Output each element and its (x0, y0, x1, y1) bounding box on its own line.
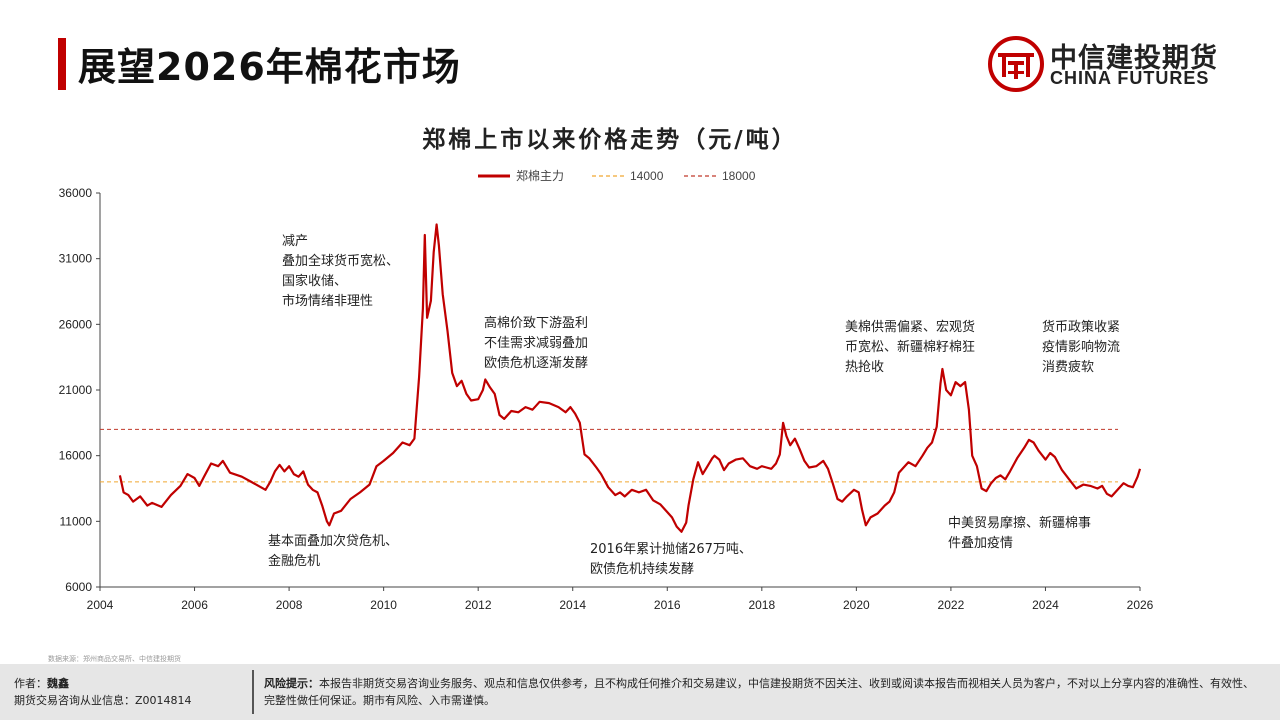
x-tick-label: 2010 (370, 598, 397, 612)
y-tick-label: 6000 (65, 580, 92, 594)
annotation-2011-peak: 减产 叠加全球货币宽松、 国家收储、 市场情绪非理性 (282, 234, 400, 309)
y-tick-label: 36000 (59, 186, 93, 200)
page-title: 展望2026年棉花市场 (78, 45, 461, 89)
series-line-zhengmian (118, 223, 1142, 533)
legend-label-zhengmian: 郑棉主力 (516, 168, 564, 183)
author-name: 魏鑫 (47, 677, 69, 690)
footer-bar: 作者：魏鑫 期货交易咨询从业信息：Z0014814 风险提示：本报告非期货交易咨… (0, 664, 1280, 720)
annotation-2021-rally: 美棉供需偏紧、宏观货 币宽松、新疆棉籽棉狂 热抢收 (845, 320, 976, 375)
x-tick-label: 2016 (654, 598, 681, 612)
y-tick-label: 16000 (59, 449, 93, 463)
data-source-note: 数据来源：郑州商品交易所、中信建投期货 (48, 655, 181, 663)
chart-title: 郑棉上市以来价格走势（元/吨） (422, 126, 798, 153)
footer-divider (252, 670, 254, 714)
footer-license: 期货交易咨询从业信息：Z0014814 (14, 694, 192, 707)
annotation-2016-reserve-sale: 2016年累计抛储267万吨、 欧债危机持续发酵 (590, 542, 752, 577)
annotation-2022-tightening: 货币政策收紧 疫情影响物流 消费疲软 (1042, 320, 1121, 375)
brand-logo: 中信建投期货 CHINA FUTURES (988, 34, 1228, 94)
risk-text: 本报告非期货交易咨询业务服务、观点和信息仅供参考，且不构成任何推介和交易建议，中… (264, 677, 1254, 707)
x-tick-label: 2004 (87, 598, 114, 612)
footer-risk-disclaimer: 风险提示：本报告非期货交易咨询业务服务、观点和信息仅供参考，且不构成任何推介和交… (264, 675, 1254, 709)
x-tick-label: 2006 (181, 598, 208, 612)
annotation-2012-decline: 高棉价致下游盈利 不佳需求减弱叠加 欧债危机逐渐发酵 (484, 316, 589, 371)
risk-label: 风险提示： (264, 677, 319, 690)
logo-english-name: CHINA FUTURES (1050, 68, 1210, 88)
x-tick-label: 2008 (276, 598, 303, 612)
x-tick-label: 2024 (1032, 598, 1059, 612)
x-tick-label: 2014 (559, 598, 586, 612)
annotation-2008-crisis: 基本面叠加次贷危机、 金融危机 (268, 534, 399, 569)
logo-chinese-name: 中信建投期货 (1050, 43, 1218, 74)
x-tick-label: 2026 (1127, 598, 1154, 612)
y-tick-label: 21000 (59, 383, 93, 397)
x-tick-label: 2020 (843, 598, 870, 612)
x-tick-label: 2022 (938, 598, 965, 612)
y-tick-label: 26000 (59, 317, 93, 331)
y-tick-label: 31000 (59, 252, 93, 266)
citic-logo-icon (988, 36, 1044, 92)
price-line-chart: 36000 31000 26000 21000 16000 11000 6000 2004 20… (59, 168, 1154, 612)
annotation-2019-trade-war: 中美贸易摩擦、新疆棉事 件叠加疫情 (948, 516, 1092, 551)
x-tick-label: 2012 (465, 598, 492, 612)
legend-label-18000: 18000 (722, 169, 756, 183)
title-accent-bar (58, 38, 66, 90)
author-label: 作者： (14, 677, 47, 690)
legend-label-14000: 14000 (630, 169, 664, 183)
footer-author: 作者：魏鑫 (14, 675, 69, 691)
y-tick-label: 11000 (60, 514, 93, 528)
x-tick-label: 2018 (748, 598, 775, 612)
